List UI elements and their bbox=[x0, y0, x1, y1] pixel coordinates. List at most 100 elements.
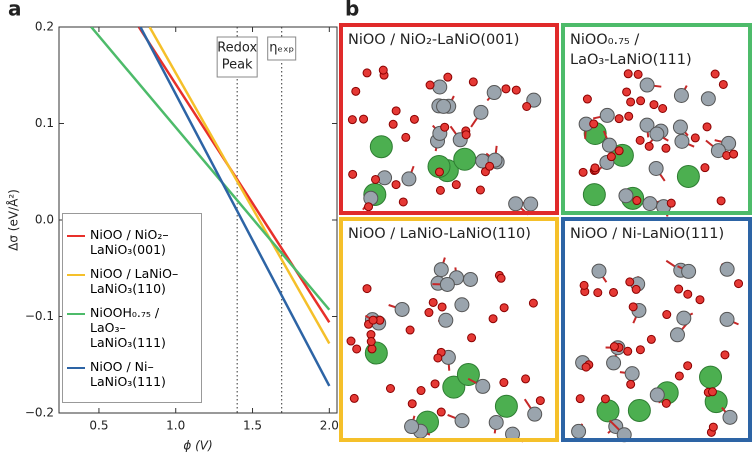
atom bbox=[639, 117, 655, 133]
atom bbox=[609, 342, 619, 352]
atom bbox=[674, 284, 684, 294]
structure-label: LaO₃-LaNiO(111) bbox=[570, 52, 692, 68]
atom bbox=[391, 106, 401, 116]
label-bg bbox=[567, 29, 746, 49]
atom bbox=[346, 336, 356, 346]
structure-frame bbox=[561, 217, 752, 442]
atom bbox=[371, 174, 381, 184]
line bbox=[148, 27, 331, 345]
atom bbox=[432, 79, 448, 95]
line bbox=[139, 27, 331, 387]
label-bg bbox=[567, 49, 746, 69]
legend-label: NiOO / LaNiO–LaNiO₃(110) bbox=[90, 265, 179, 296]
atom bbox=[435, 185, 445, 195]
atom bbox=[582, 94, 592, 104]
atom bbox=[367, 344, 377, 354]
atom bbox=[635, 345, 645, 355]
atom bbox=[708, 422, 718, 432]
atom bbox=[582, 183, 606, 207]
atom bbox=[707, 387, 717, 397]
atom bbox=[722, 409, 738, 425]
legend-swatch bbox=[67, 367, 85, 370]
atom bbox=[672, 119, 688, 135]
x-tick-label: 2.0 bbox=[320, 419, 339, 433]
atom bbox=[625, 277, 635, 287]
structure-label: NiOO / Ni-LaNiO(111) bbox=[570, 226, 724, 242]
atom bbox=[639, 77, 655, 93]
atom bbox=[591, 263, 607, 279]
atom bbox=[590, 163, 600, 173]
atom bbox=[606, 152, 616, 162]
y-tick-label: 0.1 bbox=[35, 116, 54, 130]
legend: NiOO / NiO₂–LaNiO₃(001) NiOO / LaNiO–LaNi… bbox=[62, 213, 202, 403]
atom bbox=[681, 263, 697, 279]
legend-label: NiOO / Ni–LaNiO₃(111) bbox=[90, 359, 166, 390]
atom bbox=[690, 133, 700, 143]
atom bbox=[676, 310, 692, 326]
atom bbox=[485, 161, 495, 171]
atom bbox=[442, 375, 466, 399]
atom bbox=[362, 284, 372, 294]
atom bbox=[649, 100, 659, 110]
atom bbox=[626, 379, 636, 389]
atom bbox=[407, 399, 417, 409]
atom bbox=[461, 130, 471, 140]
atom bbox=[462, 271, 478, 287]
atom bbox=[578, 167, 588, 177]
annotation-box bbox=[216, 36, 258, 78]
atom bbox=[398, 197, 408, 207]
atom bbox=[475, 185, 485, 195]
atom bbox=[522, 101, 532, 111]
atom bbox=[596, 399, 620, 423]
atom bbox=[626, 97, 636, 107]
atom bbox=[700, 91, 716, 107]
atom bbox=[359, 114, 369, 124]
atom bbox=[401, 132, 411, 142]
atom bbox=[468, 77, 478, 87]
atom bbox=[416, 386, 426, 396]
atom bbox=[593, 288, 603, 298]
structure-label: NiOO / LaNiO-LaNiO(110) bbox=[348, 226, 531, 242]
atom bbox=[589, 119, 599, 129]
atom bbox=[702, 122, 712, 132]
x-axis-label: ϕ (V) bbox=[183, 439, 212, 453]
atom bbox=[391, 180, 401, 190]
atom bbox=[614, 114, 624, 124]
atom bbox=[523, 196, 539, 212]
atom bbox=[488, 414, 504, 430]
atom bbox=[632, 196, 642, 206]
atom bbox=[526, 92, 542, 108]
atom bbox=[720, 350, 730, 360]
annotation-box bbox=[267, 36, 297, 61]
atom bbox=[499, 303, 509, 313]
atom bbox=[579, 280, 589, 290]
atom bbox=[695, 295, 705, 305]
label-bg bbox=[567, 223, 746, 243]
atom bbox=[425, 80, 435, 90]
atom bbox=[618, 188, 634, 204]
structure-panel bbox=[578, 69, 739, 217]
atom bbox=[385, 384, 395, 394]
atom bbox=[571, 423, 587, 439]
annotation: Redox bbox=[217, 41, 257, 56]
atom bbox=[362, 68, 372, 78]
atom bbox=[624, 111, 634, 121]
x-tick-label: 1.0 bbox=[166, 419, 185, 433]
atom bbox=[521, 374, 531, 384]
atom bbox=[436, 98, 452, 114]
atom bbox=[496, 273, 506, 283]
y-tick-label: −0.2 bbox=[25, 406, 54, 420]
x-tick-label: 1.5 bbox=[243, 419, 262, 433]
atom bbox=[409, 114, 419, 124]
y-tick-label: −0.1 bbox=[25, 309, 54, 323]
panel-label: a bbox=[8, 0, 22, 21]
atom bbox=[628, 302, 638, 312]
atom bbox=[424, 308, 434, 318]
atom bbox=[427, 154, 451, 178]
atom bbox=[494, 394, 518, 418]
atom bbox=[721, 135, 737, 151]
y-tick-label: 0.2 bbox=[35, 20, 54, 34]
atom bbox=[364, 202, 374, 212]
legend-item: NiOOH₀.₇₅ / LaO₃–LaNiO₃(111) bbox=[67, 305, 197, 350]
